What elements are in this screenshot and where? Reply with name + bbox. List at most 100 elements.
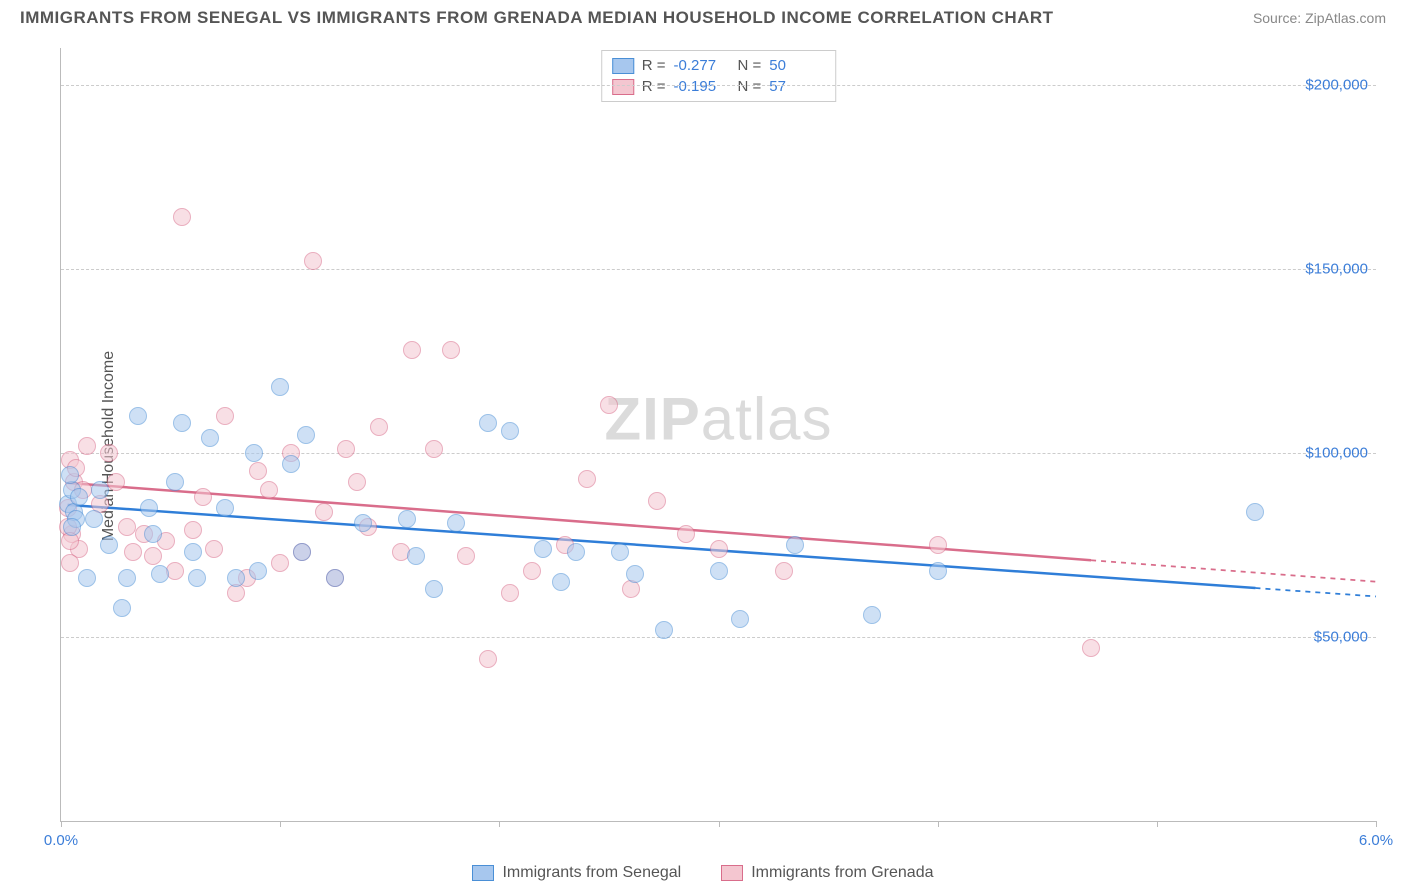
xtick [61, 821, 62, 827]
scatter-point [85, 510, 103, 528]
scatter-point [534, 540, 552, 558]
legend-label-senegal: Immigrants from Senegal [502, 864, 681, 882]
chart-container: { "title": "IMMIGRANTS FROM SENEGAL VS I… [0, 0, 1406, 892]
scatter-point [297, 426, 315, 444]
xtick-label: 6.0% [1359, 832, 1393, 849]
scatter-point [479, 650, 497, 668]
scatter-point [304, 252, 322, 270]
scatter-point [173, 414, 191, 432]
scatter-point [786, 536, 804, 554]
ytick-label: $100,000 [1305, 444, 1368, 461]
scatter-point [201, 429, 219, 447]
ytick-label: $200,000 [1305, 76, 1368, 93]
legend-r-label: R = [642, 57, 666, 74]
trend-lines-svg [61, 48, 1376, 821]
scatter-point [523, 562, 541, 580]
scatter-point [245, 444, 263, 462]
scatter-point [626, 565, 644, 583]
scatter-point [655, 621, 673, 639]
scatter-point [140, 499, 158, 517]
scatter-point [293, 543, 311, 561]
scatter-point [775, 562, 793, 580]
scatter-point [326, 569, 344, 587]
scatter-point [100, 536, 118, 554]
scatter-point [479, 414, 497, 432]
scatter-point [124, 543, 142, 561]
scatter-point [260, 481, 278, 499]
scatter-point [425, 580, 443, 598]
scatter-point [677, 525, 695, 543]
scatter-point [184, 521, 202, 539]
scatter-point [370, 418, 388, 436]
scatter-point [600, 396, 618, 414]
watermark: ZIPatlas [604, 385, 832, 454]
trend-line-dashed [1091, 560, 1376, 582]
watermark-thin: atlas [701, 386, 833, 453]
scatter-point [271, 378, 289, 396]
scatter-point [216, 499, 234, 517]
scatter-point [151, 565, 169, 583]
scatter-point [271, 554, 289, 572]
swatch-grenada [612, 79, 634, 95]
scatter-point [1246, 503, 1264, 521]
legend-n-grenada: 57 [769, 78, 825, 95]
scatter-point [70, 488, 88, 506]
legend-correlation-box: R = -0.277 N = 50 R = -0.195 N = 57 [601, 50, 837, 102]
legend-label-grenada: Immigrants from Grenada [751, 864, 933, 882]
source-label: Source: ZipAtlas.com [1253, 10, 1386, 26]
legend-item-senegal: Immigrants from Senegal [472, 864, 681, 882]
legend-bottom: Immigrants from Senegal Immigrants from … [0, 864, 1406, 882]
scatter-point [227, 569, 245, 587]
ytick-label: $150,000 [1305, 260, 1368, 277]
swatch-senegal [612, 58, 634, 74]
scatter-point [447, 514, 465, 532]
scatter-point [552, 573, 570, 591]
scatter-point [407, 547, 425, 565]
chart-title: IMMIGRANTS FROM SENEGAL VS IMMIGRANTS FR… [20, 8, 1054, 28]
chart-plot-area: ZIPatlas R = -0.277 N = 50 R = -0.195 N … [60, 48, 1376, 822]
scatter-point [184, 543, 202, 561]
scatter-point [315, 503, 333, 521]
scatter-point [249, 562, 267, 580]
legend-item-grenada: Immigrants from Grenada [721, 864, 933, 882]
scatter-point [61, 554, 79, 572]
xtick [499, 821, 500, 827]
legend-n-label: N = [738, 57, 762, 74]
scatter-point [710, 562, 728, 580]
legend-r-grenada: -0.195 [674, 78, 730, 95]
xtick [1376, 821, 1377, 827]
scatter-point [648, 492, 666, 510]
scatter-point [100, 444, 118, 462]
scatter-point [282, 455, 300, 473]
legend-r-label: R = [642, 78, 666, 95]
legend-n-senegal: 50 [769, 57, 825, 74]
scatter-point [398, 510, 416, 528]
swatch-grenada [721, 865, 743, 881]
scatter-point [118, 518, 136, 536]
scatter-point [567, 543, 585, 561]
legend-row-grenada: R = -0.195 N = 57 [612, 76, 826, 97]
scatter-point [78, 437, 96, 455]
scatter-point [457, 547, 475, 565]
gridline-h [61, 269, 1376, 270]
scatter-point [929, 536, 947, 554]
scatter-point [166, 562, 184, 580]
scatter-point [129, 407, 147, 425]
scatter-point [118, 569, 136, 587]
scatter-point [403, 341, 421, 359]
gridline-h [61, 85, 1376, 86]
xtick [938, 821, 939, 827]
scatter-point [63, 518, 81, 536]
scatter-point [188, 569, 206, 587]
scatter-point [337, 440, 355, 458]
scatter-point [194, 488, 212, 506]
scatter-point [348, 473, 366, 491]
scatter-point [144, 525, 162, 543]
ytick-label: $50,000 [1314, 628, 1368, 645]
scatter-point [501, 584, 519, 602]
title-bar: IMMIGRANTS FROM SENEGAL VS IMMIGRANTS FR… [0, 0, 1406, 32]
scatter-point [166, 473, 184, 491]
xtick [1157, 821, 1158, 827]
trend-line-dashed [1255, 588, 1376, 596]
scatter-point [354, 514, 372, 532]
